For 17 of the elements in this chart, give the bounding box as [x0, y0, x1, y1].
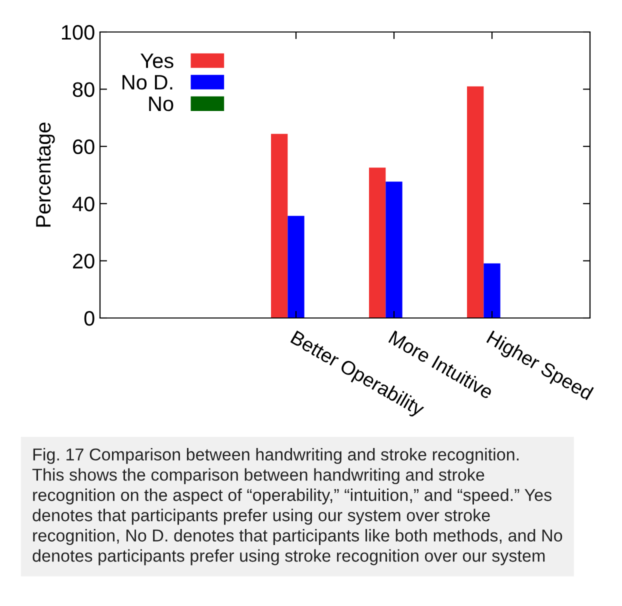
y-tick-label: 80 — [72, 82, 94, 97]
legend-label: No D. — [122, 75, 172, 90]
y-tick-label: 0 — [84, 311, 94, 326]
bar — [467, 86, 484, 318]
bar — [271, 134, 288, 318]
y-tick-label: 40 — [72, 196, 94, 212]
bar — [386, 182, 402, 318]
bar — [369, 168, 386, 318]
y-tick-label: 20 — [73, 254, 94, 269]
y-axis-title: Percentage — [36, 122, 55, 227]
legend-label: Yes — [140, 54, 174, 68]
bar — [288, 216, 304, 318]
bar — [484, 263, 500, 318]
y-tick-label: 100 — [62, 25, 94, 40]
legend-label: No — [149, 96, 174, 112]
y-tick-label: 60 — [73, 139, 94, 154]
caption: Fig. 17 Comparison between handwriting and stroke recognition. This shows the comparison between handwriting and stroke recognition on the aspect of “operability,” “intuition,” and “speed.” Yes denotes that participants prefer using our system over stroke recognition, No D. denotes that participants like both methods, and No denotes participants prefer using stroke recognition over our system — [32, 448, 562, 566]
